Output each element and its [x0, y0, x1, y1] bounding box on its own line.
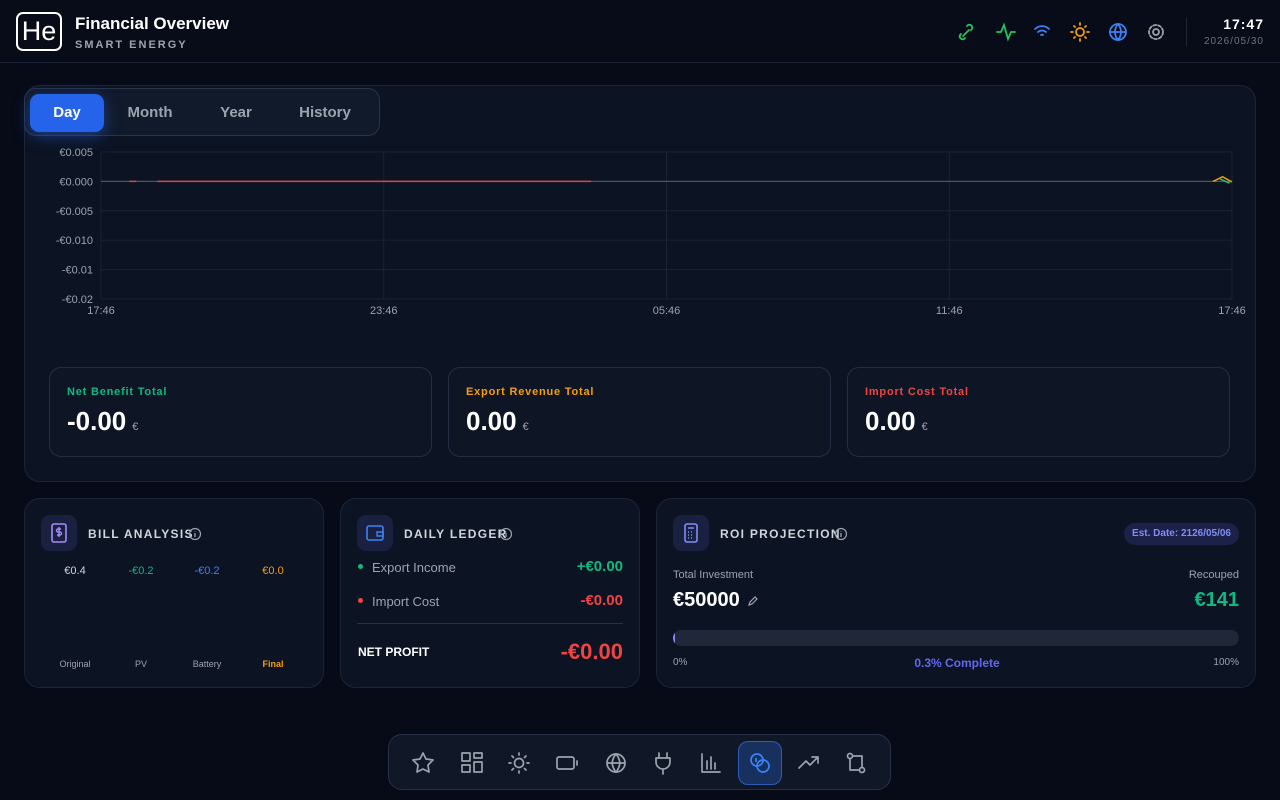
progress-track	[673, 630, 1239, 646]
net-label: NET PROFIT	[358, 645, 430, 659]
total-label: Import Cost Total	[865, 386, 969, 398]
bill-value: €0.4	[64, 565, 86, 577]
unit: €	[921, 421, 928, 433]
value: -0.00	[67, 406, 127, 436]
icon	[357, 515, 393, 551]
ledger-label: Export Income	[372, 560, 456, 575]
est-date: Est. Date: 2126/05/06	[1124, 523, 1239, 545]
total-card: Export Revenue Total 0.00 €	[448, 367, 831, 457]
nav-finance[interactable]	[738, 741, 782, 785]
tab[interactable]: Year	[220, 104, 252, 121]
nav-icons	[412, 752, 721, 775]
y-tick-label: €0.005	[59, 147, 93, 159]
nav-ev[interactable]	[655, 752, 671, 775]
icon	[673, 515, 709, 551]
nav-dashboard[interactable]	[461, 752, 483, 773]
x-tick-label: 05:46	[653, 305, 681, 317]
ledger-label: Import Cost	[372, 594, 440, 609]
bill-label: PV	[134, 659, 147, 669]
total-card: Net Benefit Total -0.00 €	[49, 367, 432, 457]
progress-bar	[673, 630, 675, 646]
total-value: 0.00 €	[865, 406, 928, 437]
panel-title: DAILY LEDGER	[404, 527, 508, 541]
investment-value[interactable]: €50000	[673, 589, 740, 611]
progress-status: 0.3% Complete	[914, 656, 1000, 670]
net-value: -€0.00	[560, 639, 623, 664]
nav-trends[interactable]	[798, 756, 819, 769]
ledger-panel: DAILY LEDGER Export Income +€0.00 Import…	[340, 498, 640, 688]
ledger-value: -€0.00	[580, 592, 623, 609]
y-tick-label: -€0.005	[56, 206, 93, 218]
value: 0.00	[466, 406, 517, 436]
tab[interactable]: History	[299, 104, 351, 121]
header: He Financial Overview SMART ENERGY 17:47…	[0, 0, 1280, 63]
nav-more	[798, 752, 866, 774]
y-tick-label: -€0.01	[62, 265, 93, 277]
total-value: -0.00 €	[67, 406, 138, 437]
x-tick-label: 11:46	[936, 305, 963, 317]
tab[interactable]: Day	[30, 94, 104, 132]
value: 0.00	[865, 406, 916, 436]
panel-title: ROI PROJECTION	[720, 527, 841, 541]
ledger-value: +€0.00	[576, 558, 623, 575]
x-tick-label: 23:46	[370, 305, 398, 317]
icon	[41, 515, 77, 551]
x-tick-label: 17:46	[1218, 305, 1246, 317]
clock: 17:47	[1223, 16, 1264, 32]
recouped-label: Recouped	[1188, 569, 1239, 581]
bill-value: -€0.2	[128, 565, 154, 577]
progress-max: 100%	[1213, 657, 1239, 668]
app-subtitle: SMART ENERGY	[75, 39, 188, 51]
nav-solar[interactable]	[508, 752, 530, 774]
total-label: Export Revenue Total	[466, 386, 595, 398]
bill-value: -€0.2	[194, 565, 220, 577]
unit: €	[132, 421, 139, 433]
nav-grid[interactable]	[606, 753, 626, 773]
panel-title: BILL ANALYSIS	[88, 527, 194, 541]
bill-label: Original	[59, 659, 91, 669]
progress-min: 0%	[673, 657, 688, 668]
edit-icon[interactable]	[747, 595, 759, 607]
unit: €	[522, 421, 529, 433]
roi-panel: ROI PROJECTION Est. Date: 2126/05/06 Tot…	[656, 498, 1256, 688]
series-line	[1212, 175, 1233, 183]
total-card: Import Cost Total 0.00 €	[847, 367, 1230, 457]
logo: He	[16, 12, 62, 51]
nav-flows[interactable]	[846, 752, 866, 774]
tab[interactable]: Month	[127, 104, 173, 121]
status-icons	[958, 22, 1164, 42]
bill-panel: BILL ANALYSIS €0.4 Original -€0.2 PV -€0.2 Ba…	[24, 498, 324, 688]
nav-favorites[interactable]	[412, 752, 434, 773]
chart: €0.005€0.000-€0.005-€0.010-€0.01-€0.0217…	[56, 147, 1246, 317]
tab-bar: Day Month Year History	[24, 88, 380, 136]
investment-label: Total Investment	[673, 569, 754, 581]
recouped-value: €141	[1194, 589, 1240, 611]
series-line	[1219, 178, 1230, 184]
app-title: Financial Overview	[75, 14, 230, 33]
date: 2026/05/30	[1203, 36, 1264, 47]
y-tick-label: -€0.010	[56, 235, 93, 247]
nav-battery[interactable]	[556, 756, 578, 770]
nav-stats[interactable]	[701, 753, 721, 773]
nav-bar	[388, 734, 891, 790]
bill-label: Battery	[192, 659, 222, 669]
total-value: 0.00 €	[466, 406, 529, 437]
bill-label: Final	[262, 659, 284, 669]
bill-value: €0.0	[262, 565, 284, 577]
total-label: Net Benefit Total	[67, 386, 168, 398]
y-tick-label: -€0.02	[62, 294, 93, 306]
x-tick-label: 17:46	[87, 305, 115, 317]
y-tick-label: €0.000	[59, 176, 93, 188]
